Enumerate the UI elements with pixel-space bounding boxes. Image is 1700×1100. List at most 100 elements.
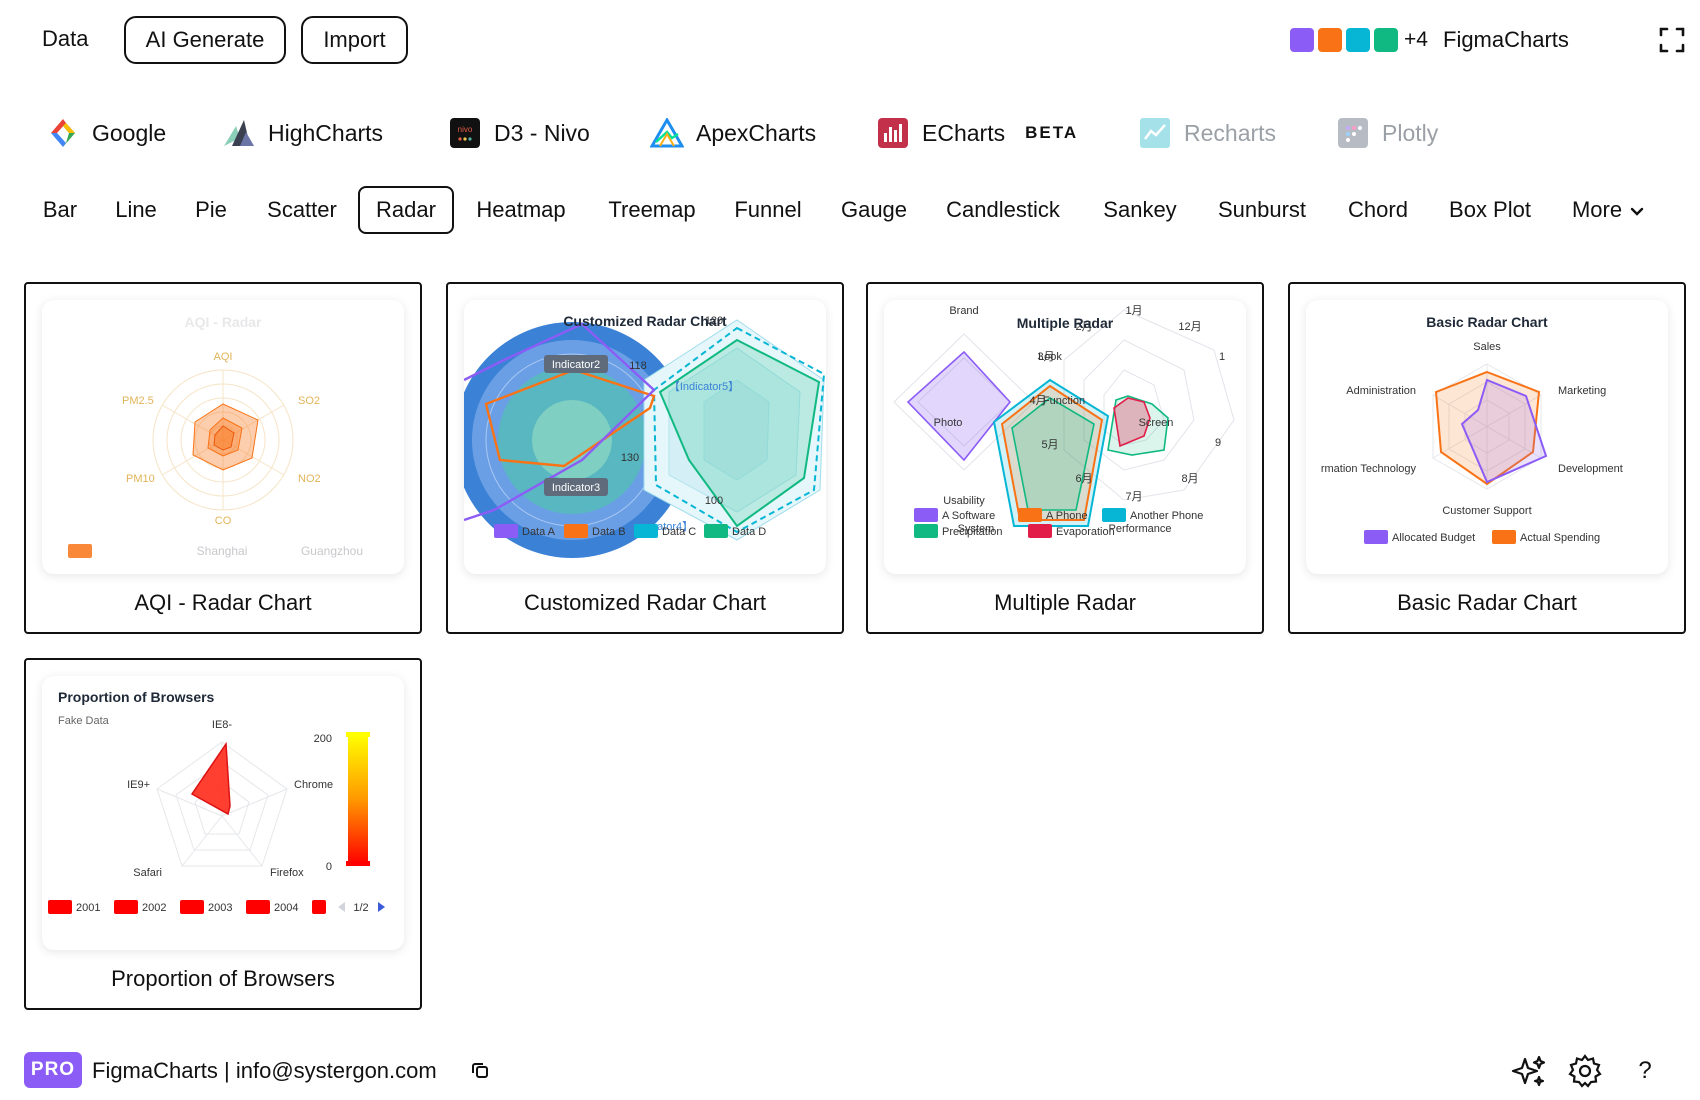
axis-label: 5月 (1041, 439, 1058, 451)
library-nivo[interactable]: nivo D3 - Nivo (448, 110, 590, 156)
pro-badge[interactable]: PRO (24, 1052, 82, 1088)
visual-map-handle-top[interactable] (346, 732, 370, 737)
color-palette-swatches[interactable] (1290, 28, 1398, 52)
data-tab[interactable]: Data (42, 26, 89, 51)
axis-label: 12月 (1178, 321, 1201, 333)
fullscreen-icon[interactable] (1658, 26, 1686, 54)
axis-label: Sales (1473, 341, 1501, 353)
indicator-label: Indicator3 (552, 482, 600, 494)
tab-gauge[interactable]: Gauge (840, 197, 908, 222)
axis-label: 8月 (1181, 473, 1198, 485)
chart-thumbnail: Brand Look 3月 Photo Usability System Fun… (884, 300, 1246, 574)
tab-heatmap[interactable]: Heatmap (476, 197, 566, 222)
legend-item: 2003 (208, 902, 232, 914)
import-button[interactable]: Import (301, 16, 408, 64)
axis-label: IE8- (212, 719, 233, 731)
footer: PRO FigmaCharts | info@systergon.com ? (0, 1048, 1700, 1092)
legend-pager: 1/2 (353, 902, 368, 914)
card-title: Multiple Radar (994, 590, 1136, 615)
tab-radar[interactable]: Radar (358, 186, 454, 234)
plotly-icon (1336, 116, 1370, 150)
chart-thumbnail: Indicator2 Indicator3 【Indicator5】 【Indi… (464, 300, 826, 574)
palette-name[interactable]: FigmaCharts (1443, 27, 1569, 52)
tab-candlestick[interactable]: Candlestick (946, 197, 1060, 222)
chart-thumbnail: Basic Radar Chart Sales Marketing Develo… (1306, 300, 1668, 574)
legend-item: 2002 (142, 902, 166, 914)
gear-icon[interactable] (1566, 1052, 1604, 1090)
library-apexcharts[interactable]: ApexCharts (650, 110, 816, 156)
indicator-label: 【Indicator5】 (669, 380, 739, 393)
library-label: Plotly (1382, 119, 1439, 146)
axis-label: CO (215, 515, 232, 527)
legend-swatch (1102, 508, 1126, 522)
swatch-cyan[interactable] (1346, 28, 1370, 52)
tab-box-plot[interactable]: Box Plot (1449, 197, 1531, 222)
visual-map-bar[interactable] (348, 734, 368, 864)
axis-label: AQI (214, 351, 233, 363)
library-echarts[interactable]: ECharts BETA (876, 110, 1078, 156)
ai-generate-button[interactable]: AI Generate (124, 16, 286, 64)
nivo-icon: nivo (448, 116, 482, 150)
axis-label: Brand (949, 305, 978, 317)
axis-label: Customer Support (1442, 505, 1531, 517)
axis-label: Marketing (1558, 385, 1606, 397)
axis-label: 3月 (1037, 351, 1054, 363)
swatch-purple[interactable] (1290, 28, 1314, 52)
chart-card-aqi-radar[interactable]: AQI - Radar AQI SO2 NO2 CO PM10 PM2.5 Sh… (24, 282, 422, 634)
top-bar: Data AI Generate Import +4 FigmaCharts (0, 0, 1700, 80)
tab-funnel[interactable]: Funnel (734, 197, 802, 222)
axis-label: 1月 (1125, 305, 1142, 317)
tab-sankey[interactable]: Sankey (1103, 197, 1177, 222)
more-colors-count[interactable]: +4 (1404, 28, 1428, 51)
tab-sunburst[interactable]: Sunburst (1217, 197, 1307, 222)
chart-card-multiple-radar[interactable]: Brand Look 3月 Photo Usability System Fun… (866, 282, 1264, 634)
tab-scatter[interactable]: Scatter (267, 197, 337, 222)
axis-label: Performance (1109, 523, 1172, 535)
library-plotly[interactable]: Plotly (1336, 110, 1438, 156)
footer-contact[interactable]: FigmaCharts | info@systergon.com (92, 1058, 437, 1083)
tick-label: 130 (621, 452, 639, 464)
svg-text:nivo: nivo (458, 125, 473, 134)
chart-card-basic-radar[interactable]: Basic Radar Chart Sales Marketing Develo… (1288, 282, 1686, 634)
legend-swatch (48, 900, 72, 914)
library-label: ECharts (922, 119, 1006, 146)
axis-label: Firefox (270, 867, 304, 879)
tab-treemap[interactable]: Treemap (608, 197, 696, 222)
axis-label: 7月 (1125, 491, 1142, 503)
chart-thumbnail: AQI - Radar AQI SO2 NO2 CO PM10 PM2.5 Sh… (42, 300, 404, 574)
legend-swatch (1364, 530, 1388, 544)
tab-chord[interactable]: Chord (1348, 197, 1408, 222)
copy-icon[interactable] (470, 1060, 490, 1080)
swatch-green[interactable] (1374, 28, 1398, 52)
legend-item: Data D (732, 526, 766, 538)
legend-swatch (180, 900, 204, 914)
library-google[interactable]: Google (46, 110, 166, 156)
chart-card-customized-radar[interactable]: Indicator2 Indicator3 【Indicator5】 【Indi… (446, 282, 844, 634)
tab-bar[interactable]: Bar (42, 197, 78, 222)
tab-pie[interactable]: Pie (195, 197, 227, 222)
card-title: Proportion of Browsers (111, 966, 335, 991)
chart-thumbnail: Proportion of Browsers Fake Data IE8- Ch… (42, 676, 404, 950)
visual-map-handle-bottom[interactable] (346, 861, 370, 866)
legend-prev-icon[interactable] (338, 902, 345, 912)
legend-next-icon[interactable] (378, 902, 385, 912)
axis-label: Development (1558, 463, 1623, 475)
help-icon[interactable]: ? (1638, 1057, 1652, 1084)
legend-swatch (312, 900, 326, 914)
axis-label: 9 (1215, 437, 1221, 449)
tab-more[interactable]: More (1566, 186, 1650, 234)
thumb-heading: Multiple Radar (1017, 315, 1114, 331)
sparkles-icon[interactable] (1510, 1052, 1548, 1090)
legend-item: Guangzhou (301, 544, 363, 558)
library-label: ApexCharts (696, 119, 817, 146)
legend-item: Evaporation (1056, 526, 1115, 538)
visual-map-min: 0 (326, 861, 332, 873)
swatch-orange[interactable] (1318, 28, 1342, 52)
tab-line[interactable]: Line (115, 197, 157, 222)
chart-card-proportion-of-browsers[interactable]: Proportion of Browsers Fake Data IE8- Ch… (24, 658, 422, 1010)
legend-item: Precipitation (942, 526, 1003, 538)
library-recharts[interactable]: Recharts (1138, 110, 1276, 156)
legend-swatch (914, 524, 938, 538)
legend-item: Another Phone (1130, 510, 1203, 522)
library-highcharts[interactable]: HighCharts (222, 110, 383, 156)
